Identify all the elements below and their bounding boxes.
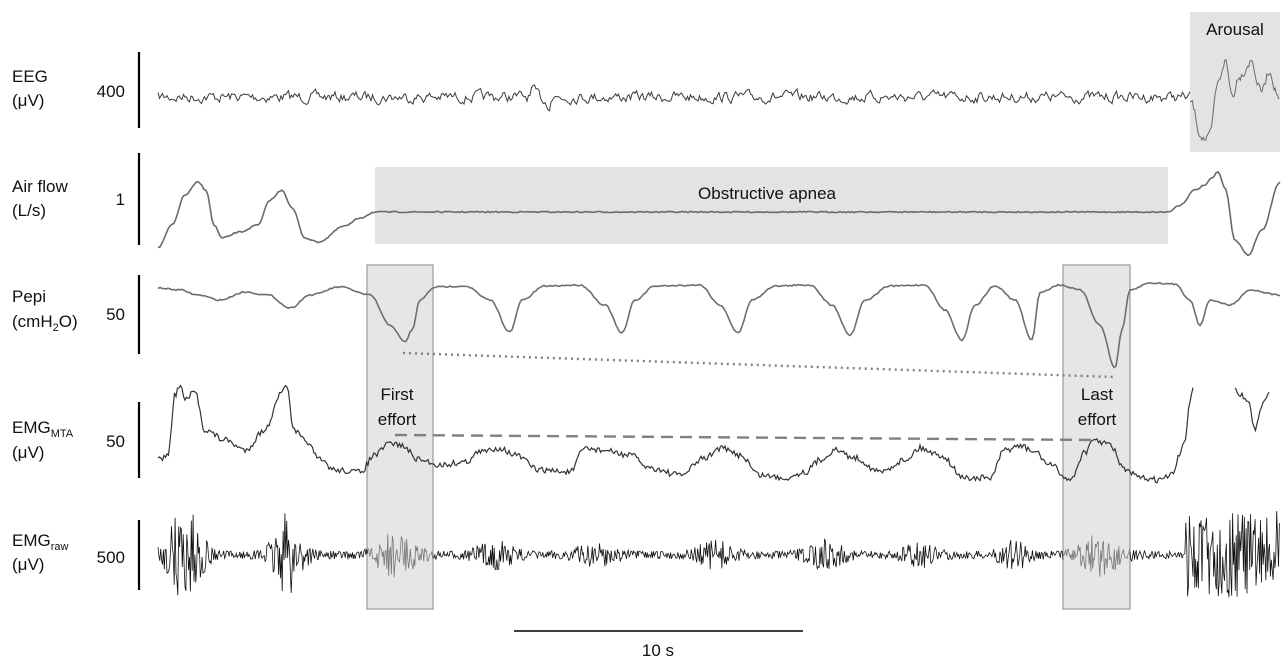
eeg-scale: 400: [97, 82, 125, 101]
emgmta-scale: 50: [106, 432, 125, 451]
emgmta-label: EMGMTA: [12, 418, 74, 440]
airflow-label: Air flow: [12, 177, 68, 196]
apnea-label: Obstructive apnea: [698, 184, 837, 203]
last-effort-label-2: effort: [1078, 410, 1117, 429]
arousal-region: [1190, 12, 1280, 152]
apnea-region: [375, 167, 1168, 244]
emgraw-label: EMGraw: [12, 531, 69, 553]
eeg-label: EEG: [12, 67, 48, 86]
pepi-effort-trend-line: [402, 351, 1116, 379]
emgraw-first-effort-trace: [367, 533, 434, 578]
pepi-trace: [157, 281, 1281, 369]
emgraw-scale: 500: [97, 548, 125, 567]
emgraw-unit: (μV): [12, 555, 44, 574]
first-effort-label-2: effort: [378, 410, 417, 429]
last-effort-label-1: Last: [1081, 385, 1113, 404]
airflow-trace: [157, 170, 1281, 257]
time-scale-label: 10 s: [642, 641, 674, 660]
first-effort-label-1: First: [380, 385, 413, 404]
eeg-unit: (μV): [12, 91, 44, 110]
eeg-trace: [157, 84, 1191, 112]
pepi-scale: 50: [106, 305, 125, 324]
emgmta-unit: (μV): [12, 443, 44, 462]
eeg-arousal-trace: [1189, 58, 1280, 142]
airflow-unit: (L/s): [12, 201, 46, 220]
airflow-scale: 1: [116, 190, 125, 209]
emgmta-trace: [157, 384, 1270, 484]
last-effort-box: [1062, 264, 1131, 610]
emgmta-effort-trend-line: [394, 433, 1099, 442]
emgraw-trace: [157, 511, 1280, 598]
pepi-label: Pepi: [12, 287, 46, 306]
arousal-label: Arousal: [1206, 20, 1264, 39]
emgraw-last-effort-trace: [1062, 535, 1130, 577]
pepi-unit: (cmH2O): [12, 312, 78, 334]
